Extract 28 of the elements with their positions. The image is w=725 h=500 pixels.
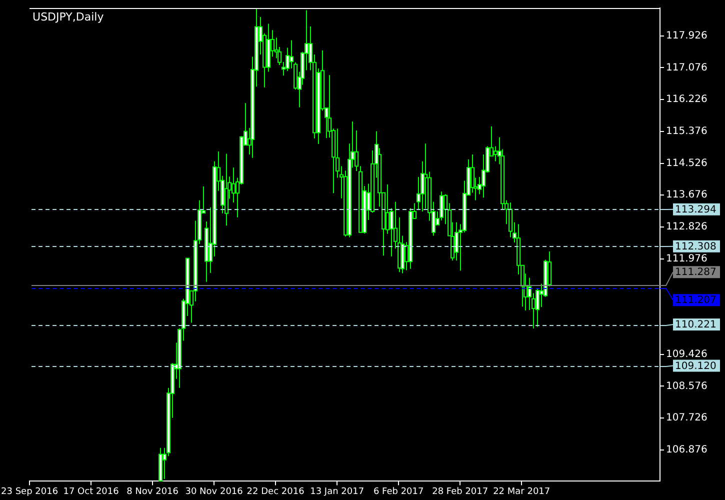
ref-line-label: 109.120	[675, 360, 716, 372]
y-tick-label: 113.676	[666, 190, 708, 201]
x-tick-label: 30 Nov 2016	[185, 486, 244, 497]
y-tick-label: 106.876	[666, 444, 708, 456]
chart-title: USDJPY,Daily	[32, 10, 104, 24]
ref-line-label: 111.287	[675, 267, 716, 278]
ref-line-label: 110.221	[675, 320, 716, 331]
y-tick-label: 107.726	[666, 412, 708, 424]
y-tick-label: 115.376	[666, 126, 708, 138]
y-tick-label: 109.426	[666, 348, 708, 360]
x-tick-label: 17 Oct 2016	[63, 486, 120, 497]
ref-line-label: 111.207	[675, 295, 716, 306]
y-tick-label: 111.976	[666, 253, 708, 264]
y-tick-label: 116.226	[666, 94, 708, 106]
x-tick-label: 22 Dec 2016	[246, 486, 305, 497]
x-tick-label: 6 Feb 2017	[373, 486, 424, 497]
y-tick-label: 108.576	[666, 380, 708, 392]
x-tick-label: 8 Nov 2016	[126, 486, 179, 497]
x-tick-label: 28 Feb 2017	[432, 486, 488, 497]
ref-line-label: 112.308	[675, 241, 716, 252]
ref-line-label: 113.294	[675, 204, 716, 216]
y-tick-label: 117.076	[666, 62, 708, 74]
x-tick-label: 13 Jan 2017	[310, 486, 364, 497]
y-tick-label: 117.926	[666, 30, 708, 42]
x-tick-label: 22 Mar 2017	[493, 486, 550, 497]
y-tick-label: 114.526	[666, 158, 708, 169]
x-tick-label: 23 Sep 2016	[0, 486, 58, 497]
y-tick-label: 112.826	[666, 222, 708, 233]
